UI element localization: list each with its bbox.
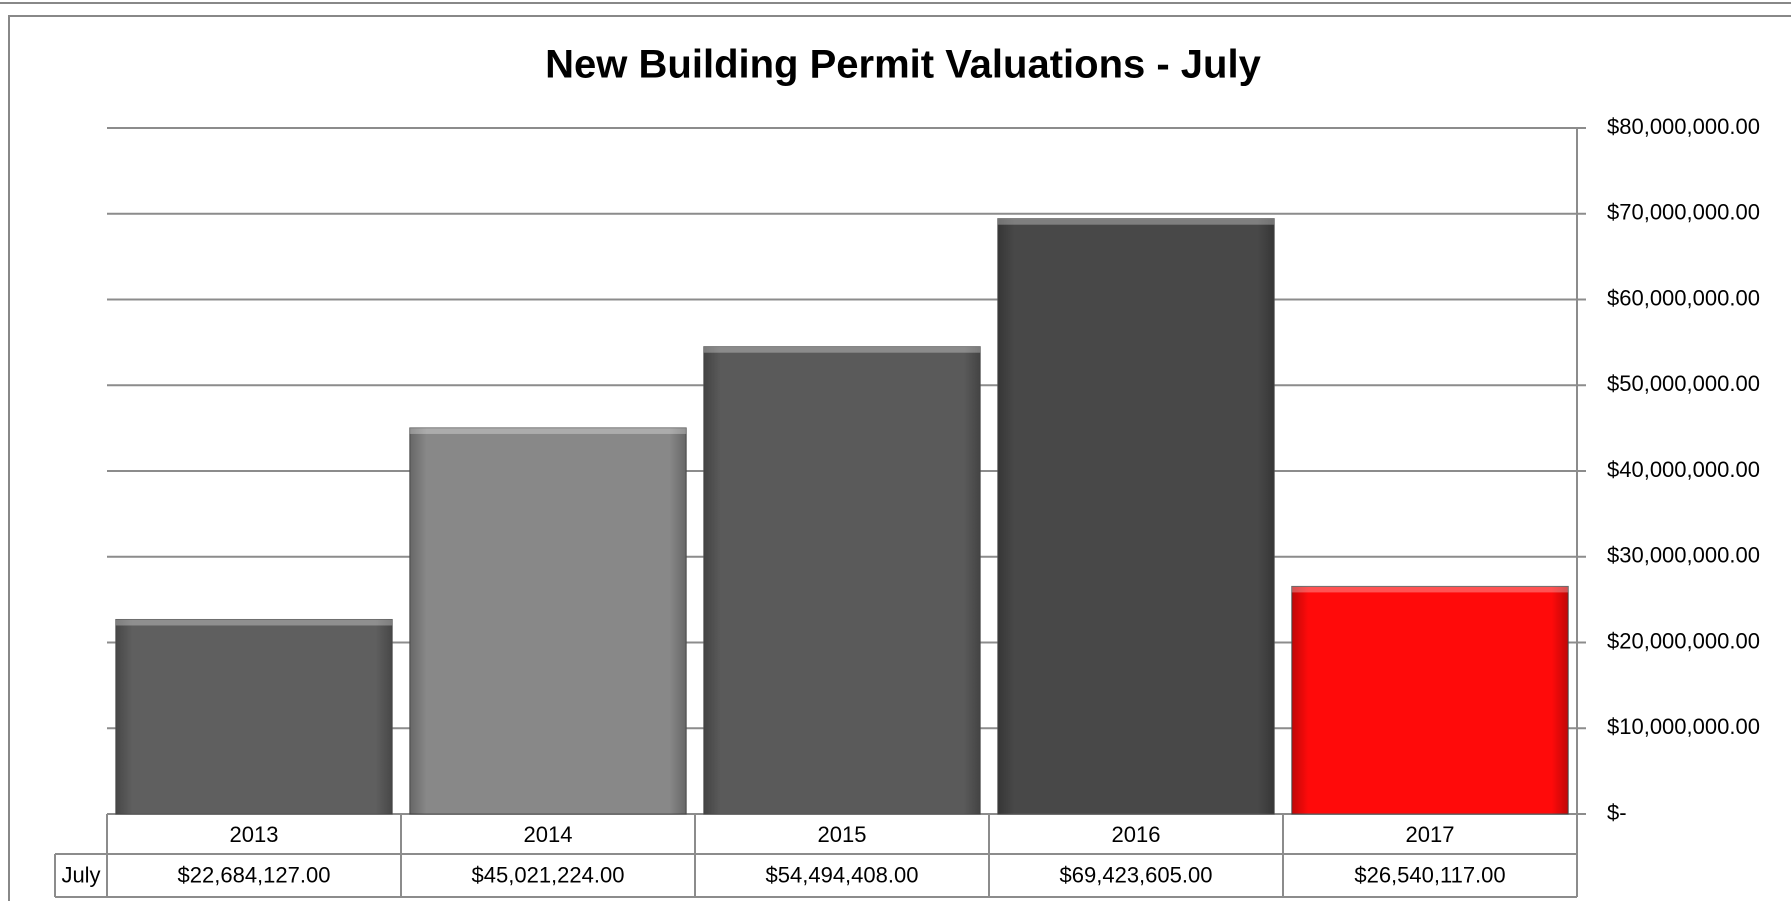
value-label: $22,684,127.00 <box>178 862 331 887</box>
x-tick-label: 2017 <box>1406 822 1455 847</box>
y-tick-label: $30,000,000.00 <box>1607 543 1760 568</box>
y-tick-label: $10,000,000.00 <box>1607 714 1760 739</box>
y-tick-label: $40,000,000.00 <box>1607 457 1760 482</box>
y-tick-label: $70,000,000.00 <box>1607 200 1760 225</box>
bar-shade <box>997 218 1275 815</box>
bar-bevel <box>409 427 687 434</box>
x-tick-label: 2014 <box>524 822 573 847</box>
legend-label: July <box>61 862 100 887</box>
bar-bevel <box>1291 586 1569 593</box>
y-tick-label: $60,000,000.00 <box>1607 285 1760 310</box>
x-tick-label: 2015 <box>818 822 867 847</box>
bar-bevel <box>115 619 393 626</box>
x-tick-label: 2013 <box>230 822 279 847</box>
chart-frame <box>8 15 1791 901</box>
bar-bevel <box>703 346 981 353</box>
value-label: $45,021,224.00 <box>472 862 625 887</box>
bar-shade <box>1291 586 1569 814</box>
x-tick-label: 2016 <box>1112 822 1161 847</box>
bar-shade <box>703 346 981 814</box>
bar-bevel <box>997 218 1275 225</box>
y-tick-label: $- <box>1607 800 1627 825</box>
value-label: $69,423,605.00 <box>1060 862 1213 887</box>
value-label: $26,540,117.00 <box>1354 862 1505 887</box>
chart-title: New Building Permit Valuations - July <box>545 43 1261 87</box>
bar-shade <box>115 619 393 814</box>
y-tick-label: $20,000,000.00 <box>1607 628 1760 653</box>
bar-shade <box>409 427 687 814</box>
y-tick-label: $50,000,000.00 <box>1607 371 1760 396</box>
y-tick-label: $80,000,000.00 <box>1607 114 1760 139</box>
value-label: $54,494,408.00 <box>766 862 919 887</box>
